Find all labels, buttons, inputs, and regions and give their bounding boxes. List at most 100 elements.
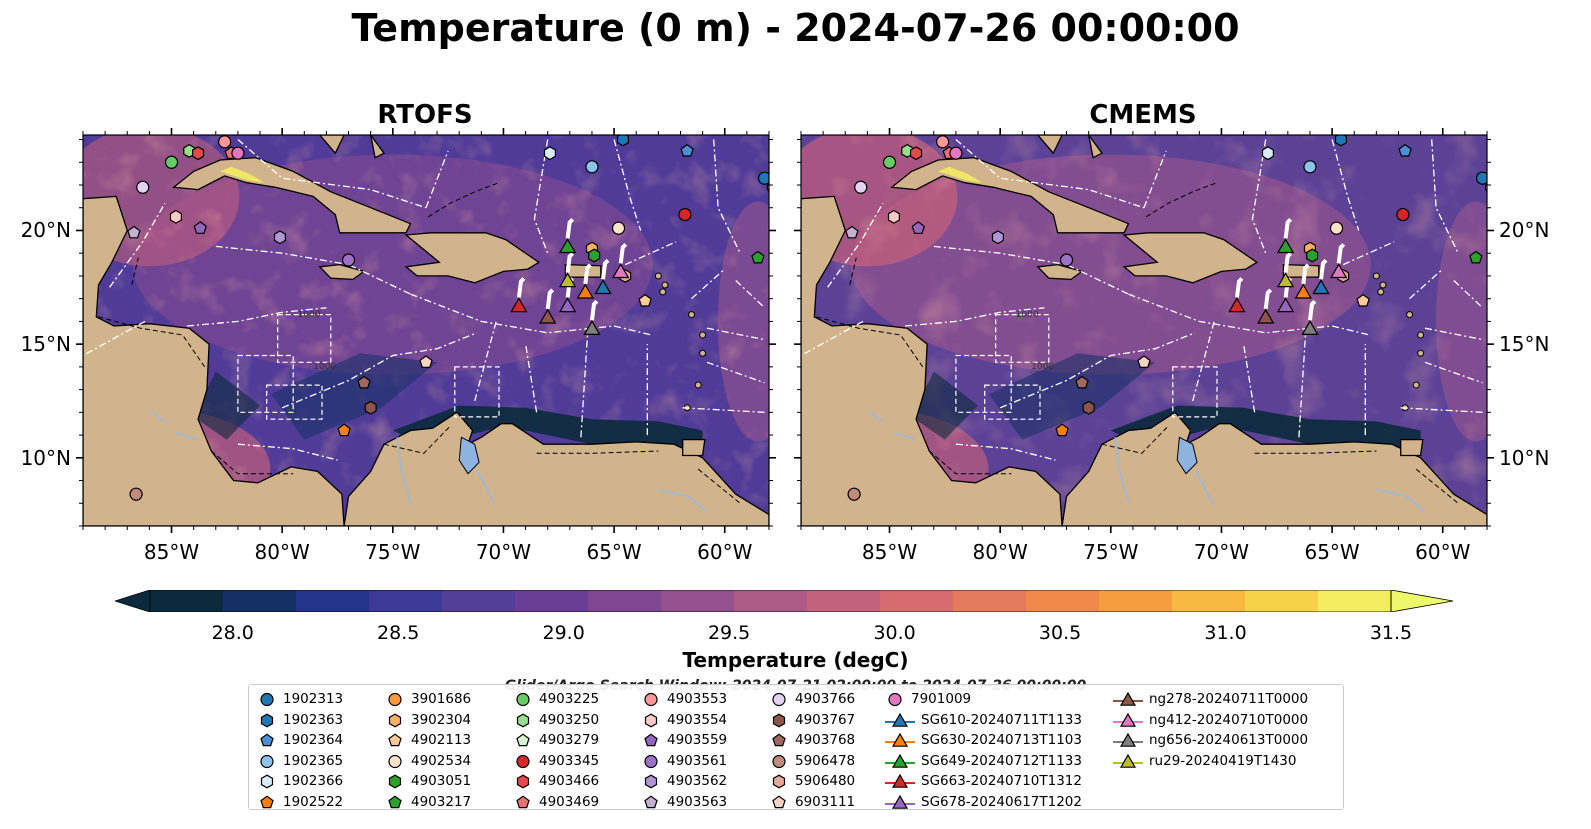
colorbar-segment — [1318, 590, 1392, 612]
legend-label: 4903554 — [667, 711, 728, 728]
lon-tick-label: 60°W — [697, 540, 753, 564]
eez-boundary-18 — [827, 202, 884, 288]
glider-marker-SG663 — [510, 297, 528, 313]
lat-tick-label-right: 10°N — [1499, 445, 1550, 470]
warm-cuba-shelf — [220, 166, 265, 183]
glider-marker-SG678 — [558, 297, 577, 313]
triangle-marker-icon — [885, 733, 915, 748]
pentagon-marker-icon — [644, 795, 658, 808]
triangle-marker-icon — [885, 753, 915, 768]
legend-item: 4903225 — [513, 689, 599, 710]
glider-marker-ru29 — [558, 272, 577, 288]
eez-boundary-6 — [1128, 293, 1370, 336]
float-marker-1902366 — [543, 146, 556, 161]
float-marker-4903768 — [1075, 375, 1089, 389]
eez-boundary-14 — [1342, 241, 1395, 266]
float-marker-4902534 — [611, 221, 626, 235]
glider-track — [1301, 263, 1310, 285]
legend-label: 3902304 — [411, 711, 472, 728]
map-frame — [800, 134, 1488, 527]
glider-track — [1234, 277, 1244, 298]
glider-marker-ng412 — [1330, 263, 1348, 279]
colorbar — [115, 590, 1454, 612]
zone-box-0 — [955, 354, 1012, 413]
hexagon-marker-icon — [516, 713, 530, 728]
legend-item: 4903250 — [513, 710, 599, 731]
hexagon-marker-icon — [260, 713, 274, 728]
glider-marker-SG630 — [1294, 283, 1312, 299]
island-0 — [688, 311, 696, 319]
legend-label: 5906478 — [795, 752, 856, 769]
glider-track — [1263, 288, 1273, 310]
eez-boundary-17 — [735, 280, 766, 309]
land-jamaica — [318, 263, 366, 281]
float-marker-4903563 — [127, 225, 141, 239]
pentagon-marker-icon — [388, 795, 402, 808]
lon-tick-label: 65°W — [586, 540, 642, 564]
zone-box-2 — [1172, 366, 1218, 418]
land-central-america — [83, 195, 345, 526]
legend-item: 1902313 — [257, 689, 343, 710]
lat-tick-label-right: 20°N — [1499, 218, 1550, 243]
legend-item: ng278-20240711T0000 — [1113, 689, 1308, 710]
eez-boundary-7 — [904, 307, 1045, 327]
legend-marker — [516, 795, 530, 808]
float-marker-4903559 — [193, 221, 208, 234]
legend-label: 1902364 — [283, 732, 344, 749]
legend-label: 3901686 — [411, 691, 472, 708]
border-line-4 — [1415, 468, 1459, 504]
eez-boundary-5 — [933, 245, 1129, 295]
eez-boundary-9 — [955, 443, 1056, 461]
float-marker-4903562 — [991, 230, 1004, 245]
eez-boundary-11 — [1242, 343, 1256, 413]
cold-coastal-region — [193, 371, 260, 440]
river-0 — [175, 431, 199, 441]
land-central-america — [801, 195, 1063, 526]
legend-label: 4902113 — [411, 732, 472, 749]
eez-boundary-20 — [682, 407, 765, 413]
depth-contour-label: 1000 — [1016, 310, 1039, 320]
eez-boundary-15 — [706, 327, 765, 341]
island-1 — [699, 331, 707, 339]
pentagon-marker-icon — [388, 733, 402, 747]
float-marker-1902363 — [1334, 135, 1348, 147]
hexagon-marker-icon — [388, 774, 402, 789]
legend-item: 3902304 — [385, 710, 471, 731]
float-marker-4903563 — [845, 225, 859, 239]
border-line-3 — [536, 450, 659, 454]
glider-marker-SG678 — [1276, 297, 1295, 313]
legend-label: 4903768 — [795, 732, 856, 749]
legend-label: SG630-20240713T1103 — [921, 732, 1082, 749]
float-marker-7901009 — [949, 146, 963, 160]
legend-marker — [388, 754, 402, 768]
legend-marker — [388, 733, 402, 747]
river-2 — [1194, 468, 1214, 504]
hexagon-marker-icon — [644, 713, 658, 728]
colorbar-segment — [296, 590, 370, 612]
glider-track — [589, 299, 599, 321]
eez-boundary-14 — [624, 241, 677, 266]
legend-column: ng278-20240711T0000 ng412-20240710T0000 ng… — [1113, 689, 1308, 771]
colorbar-segment — [515, 590, 589, 612]
depth-contour-label: 1000 — [1031, 362, 1054, 372]
float-marker-4903553 — [936, 135, 950, 149]
pentagon-marker-icon — [772, 733, 786, 747]
river-3 — [1376, 488, 1426, 514]
zone-box-3 — [995, 314, 1050, 363]
legend-marker — [888, 693, 902, 707]
legend-label: 4903562 — [667, 773, 728, 790]
lake-maracaibo — [1176, 436, 1198, 475]
depth-contour-label: 1000 — [313, 362, 336, 372]
circle-marker-icon — [644, 693, 658, 707]
eez-boundary-3 — [613, 139, 642, 231]
legend-label: 4903561 — [667, 752, 728, 769]
legend-label: 1902363 — [283, 711, 344, 728]
land-jamaica — [1036, 263, 1084, 281]
glider-track — [583, 263, 592, 285]
legend-marker — [891, 753, 909, 768]
pentagon-marker-icon — [516, 733, 530, 747]
colorbar-segment — [661, 590, 735, 612]
colorbar-segment — [734, 590, 808, 612]
island-0 — [1406, 311, 1414, 319]
border-line-5 — [427, 182, 500, 218]
